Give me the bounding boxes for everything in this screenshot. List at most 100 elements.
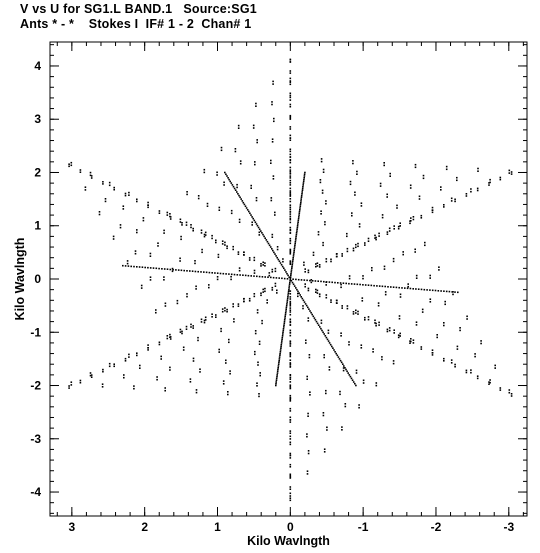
uv-point	[289, 237, 292, 240]
uv-point	[279, 354, 281, 357]
uv-point	[306, 375, 308, 378]
uv-point	[375, 322, 377, 325]
uv-point	[158, 212, 161, 214]
uv-point	[289, 253, 292, 255]
uv-point	[194, 270, 197, 273]
uv-point	[254, 350, 256, 353]
uv-point	[237, 253, 240, 255]
uv-point	[181, 224, 183, 226]
uv-point	[325, 281, 328, 283]
uv-point	[276, 289, 278, 292]
uv-point	[230, 182, 233, 184]
uv-point	[357, 313, 359, 315]
uv-point	[337, 282, 339, 284]
uv-point	[299, 294, 301, 296]
uv-point	[306, 433, 308, 435]
uv-point	[417, 288, 420, 290]
uv-point	[141, 266, 144, 268]
uv-point	[412, 288, 414, 290]
uv-point	[192, 325, 194, 327]
uv-point	[399, 296, 402, 298]
uv-point	[204, 234, 207, 236]
uv-point	[166, 211, 169, 214]
uv-point	[508, 391, 511, 394]
uv-point	[259, 372, 261, 374]
uv-point	[224, 307, 226, 309]
uv-point	[89, 171, 92, 174]
uv-point	[274, 211, 276, 214]
uv-point	[222, 383, 225, 385]
uv-point	[289, 488, 292, 490]
uv-point	[360, 202, 363, 204]
uv-point	[185, 224, 188, 226]
uv-point	[289, 384, 292, 386]
uv-point	[299, 203, 302, 206]
uv-point	[236, 274, 239, 276]
uv-point	[289, 114, 292, 117]
uv-point	[254, 330, 257, 332]
uv-point	[289, 311, 292, 313]
uv-point	[306, 473, 309, 475]
uv-point	[443, 324, 445, 327]
uv-point	[262, 261, 264, 264]
uv-point	[318, 293, 321, 295]
uv-point	[79, 379, 82, 382]
uv-point	[289, 298, 292, 300]
uv-point	[258, 228, 261, 231]
uv-point	[90, 376, 93, 378]
uv-point	[409, 220, 411, 222]
uv-point	[431, 349, 434, 351]
uv-point	[480, 342, 482, 345]
uv-point	[360, 205, 363, 207]
uv-point	[275, 384, 277, 387]
uv-point	[284, 311, 287, 314]
uv-point	[248, 210, 250, 213]
uv-point	[237, 251, 240, 253]
uv-point	[195, 288, 197, 290]
uv-point	[228, 341, 230, 344]
uv-point	[292, 283, 295, 286]
uv-point	[346, 307, 349, 310]
uv-point	[194, 260, 196, 262]
uv-point	[289, 175, 292, 177]
uv-point	[364, 242, 366, 244]
uv-point	[322, 412, 325, 414]
uv-point	[113, 188, 115, 191]
uv-point	[342, 282, 345, 284]
uv-point	[283, 320, 286, 323]
uv-point	[289, 421, 292, 423]
uv-point	[306, 378, 308, 380]
uv-point	[144, 266, 146, 269]
uv-point	[398, 315, 401, 317]
uv-point	[124, 265, 127, 267]
uv-point	[291, 262, 294, 264]
uv-point	[124, 192, 127, 195]
uv-point	[179, 218, 182, 221]
x-tick-label: 2	[141, 520, 148, 534]
uv-point	[392, 260, 395, 263]
uv-point	[474, 355, 476, 358]
uv-point	[347, 372, 349, 374]
uv-point	[271, 289, 274, 291]
uv-point	[327, 332, 330, 334]
uv-point	[393, 225, 395, 227]
uv-point	[374, 237, 376, 239]
uv-point	[364, 244, 366, 246]
uv-point	[286, 301, 288, 303]
uv-point	[172, 268, 174, 271]
uv-point	[375, 382, 378, 384]
uv-point	[456, 179, 458, 182]
uv-point	[378, 324, 380, 326]
uv-point	[445, 165, 448, 168]
x-tick-label: 0	[287, 520, 294, 534]
uv-point	[340, 283, 342, 286]
uv-point	[296, 288, 298, 291]
uv-point	[386, 233, 389, 235]
uv-point	[218, 209, 221, 211]
uv-point	[282, 329, 285, 332]
uv-point	[346, 232, 348, 235]
uv-point	[225, 273, 227, 275]
uv-point	[253, 259, 256, 262]
uv-point	[289, 407, 292, 410]
uv-point	[127, 265, 130, 267]
